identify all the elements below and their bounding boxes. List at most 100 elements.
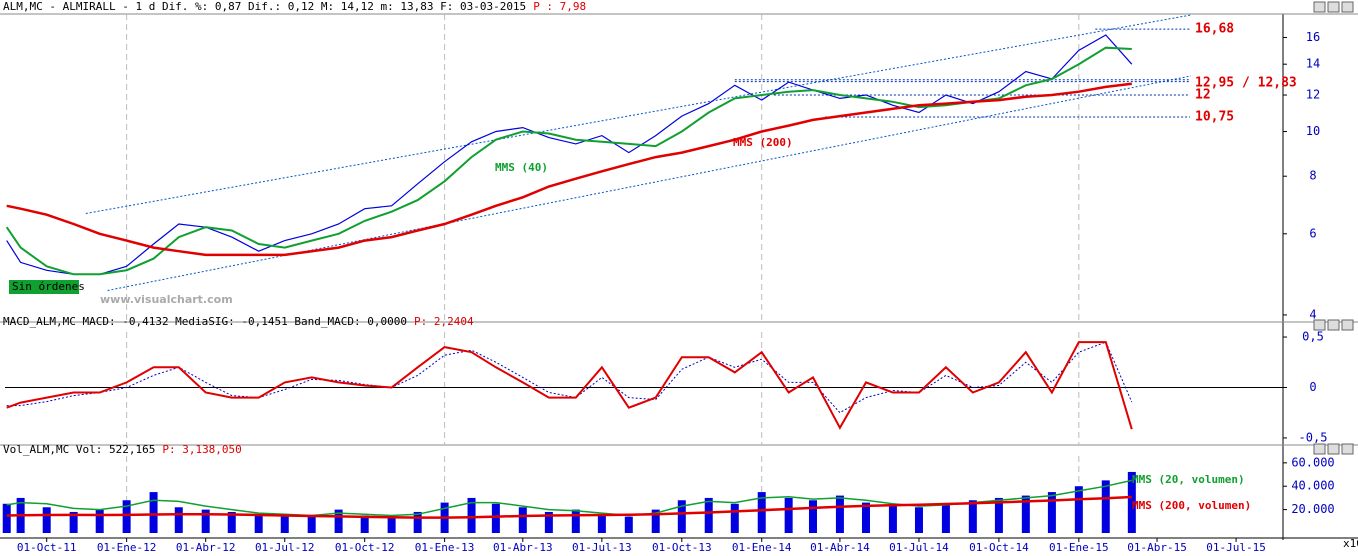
x-tick-label: 01-Oct-12: [335, 541, 395, 554]
series-line: [5, 46, 1132, 276]
y-tick-label: 0,5: [1302, 330, 1324, 344]
volume-bar: [597, 514, 606, 533]
volume-bar: [730, 503, 739, 533]
x-tick-label: 01-Abr-14: [810, 541, 870, 554]
y-tick-label: 0: [1309, 380, 1316, 394]
volume-bar: [307, 516, 316, 533]
volume-bar: [467, 497, 476, 533]
panel-header: MACD_ALM,MC MACD: -0,4132 MediaSIG: -0,1…: [3, 315, 474, 328]
y-tick-label: 12: [1306, 88, 1320, 102]
maximize-button[interactable]: [1327, 1, 1340, 13]
y-tick-label: 20.000: [1291, 502, 1334, 516]
series-label: MMS (40): [495, 161, 548, 174]
volume-bar: [968, 500, 977, 533]
volume-bar: [941, 503, 950, 533]
panel-header: ALM,MC - ALMIRALL - 1 d Dif. %: 0,87 Dif…: [3, 0, 586, 13]
volume-bar: [1047, 492, 1056, 533]
x-tick-label: 01-Abr-13: [493, 541, 553, 554]
series-line: [6, 82, 1132, 257]
x-tick-label: 01-Abr-12: [176, 541, 236, 554]
channel-line: [85, 14, 1191, 214]
volume-bar: [42, 507, 51, 533]
level-label: 12: [1195, 88, 1211, 103]
volume-bar: [95, 509, 104, 533]
x-tick-label: 01-Jul-12: [255, 541, 315, 554]
order-status: Sin órdenes: [12, 280, 85, 293]
x-tick-label: 01-Jul-14: [889, 541, 949, 554]
volume-bar: [914, 507, 923, 533]
minimize-button[interactable]: [1313, 319, 1326, 331]
volume-bar: [624, 516, 633, 533]
volume-bar: [784, 497, 793, 533]
maximize-button[interactable]: [1327, 443, 1340, 455]
panel-header: Vol_ALM,MC Vol: 522,165 P: 3,138,050: [3, 443, 242, 456]
level-label: 12,95 / 12,83: [1195, 75, 1297, 90]
volume-bar: [491, 503, 500, 533]
volume-bar: [544, 511, 553, 533]
volume-bar: [994, 497, 1003, 533]
close-button[interactable]: [1341, 443, 1354, 455]
panel-title: ALM,MC - ALMIRALL - 1 d Dif. %: 0,87 Dif…: [3, 0, 526, 13]
x-tick-label: 01-Ene-13: [415, 541, 475, 554]
volume-bar: [757, 492, 766, 533]
volume-bar: [280, 514, 289, 533]
level-label: 16,68: [1195, 22, 1234, 37]
y-tick-label: 6: [1309, 226, 1316, 240]
x-tick-label: 01-Jul-13: [572, 541, 632, 554]
watermark: www.visualchart.com: [100, 293, 233, 306]
y-tick-label: 60.000: [1291, 455, 1334, 469]
y-tick-label: 8: [1309, 169, 1316, 183]
y-tick-label: 16: [1306, 30, 1320, 44]
x-tick-label: 01-Ene-15: [1049, 541, 1109, 554]
volume-bar: [1101, 480, 1110, 533]
volume-bar: [413, 511, 422, 533]
volume-bar: [69, 511, 78, 533]
volume-bar: [677, 500, 686, 533]
volume-bar: [861, 502, 870, 533]
volume-bar: [1127, 471, 1136, 533]
maximize-button[interactable]: [1327, 319, 1340, 331]
series-line: [6, 495, 1132, 519]
volume-bar: [704, 497, 713, 533]
y-tick-label: -0,5: [1299, 430, 1328, 444]
volume-bar: [808, 500, 817, 533]
panel-title-extra: P: 3,138,050: [162, 443, 241, 456]
y-tick-label: 14: [1306, 57, 1320, 71]
x-tick-label: 01-Oct-13: [652, 541, 712, 554]
panel-title-extra: P : 7,98: [533, 0, 586, 13]
panel-title-extra: P: 2,2404: [414, 315, 474, 328]
volume-bar: [360, 515, 369, 533]
series-line: [6, 34, 1133, 275]
volume-bar: [1021, 495, 1030, 533]
series-label: MMS (200): [733, 136, 793, 149]
volume-bar: [149, 492, 158, 533]
volume-bar: [254, 515, 263, 533]
close-button[interactable]: [1341, 319, 1354, 331]
scale-note: x10: [1343, 537, 1358, 550]
x-tick-label: 01-Oct-11: [17, 541, 77, 554]
volume-bar: [201, 509, 210, 533]
series-line: [6, 341, 1133, 414]
volume-bar: [1074, 486, 1083, 533]
volume-bar: [122, 500, 131, 533]
y-tick-label: 4: [1309, 307, 1316, 321]
volume-bar: [518, 507, 527, 533]
volume-bar: [835, 495, 844, 533]
panel-buttons[interactable]: [1313, 1, 1354, 455]
minimize-button[interactable]: [1313, 443, 1326, 455]
volume-bar: [174, 507, 183, 533]
order-box: [9, 280, 79, 294]
volume-bar: [334, 509, 343, 533]
volume-bar: [387, 516, 396, 533]
x-tick-label: 01-Ene-12: [97, 541, 157, 554]
minimize-button[interactable]: [1313, 1, 1326, 13]
level-label: 10,75: [1195, 110, 1234, 125]
volume-bar: [227, 511, 236, 533]
volume-bar: [571, 509, 580, 533]
y-tick-label: 40.000: [1291, 479, 1334, 493]
series-line: [6, 341, 1133, 430]
volume-bar: [2, 503, 11, 533]
close-button[interactable]: [1341, 1, 1354, 13]
